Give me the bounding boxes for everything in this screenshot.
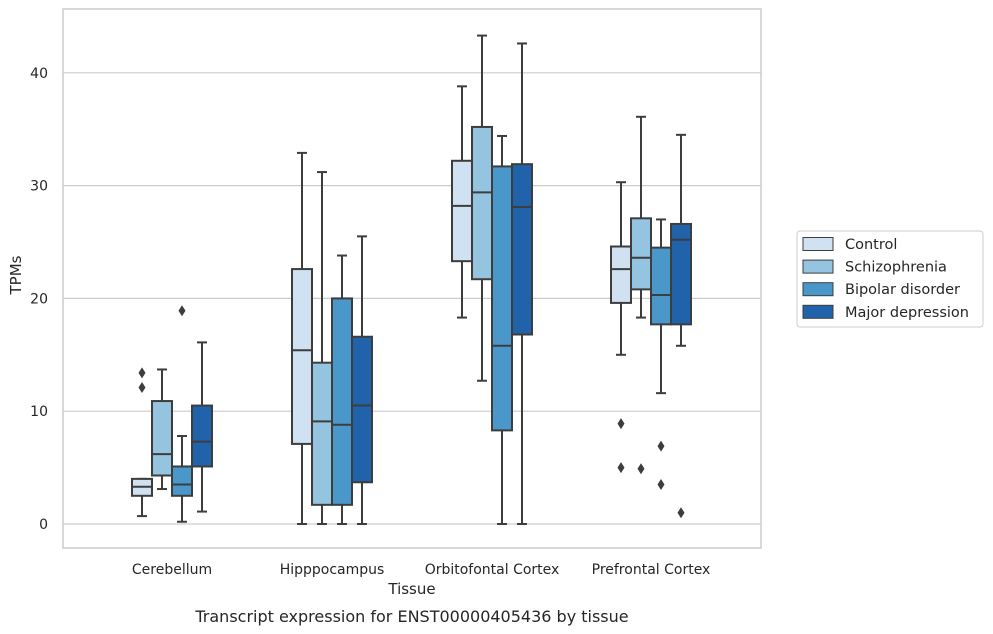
box-iqr <box>630 217 652 291</box>
y-tick-label-10: 10 <box>30 404 48 420</box>
box-iqr <box>191 404 213 468</box>
box-major-depression-4 <box>670 133 692 519</box>
y-tick-label-0: 0 <box>39 517 48 533</box>
legend-label: Major depression <box>845 305 969 321</box>
box-major-depression-1 <box>191 341 213 513</box>
plot-frame <box>62 8 762 549</box>
outlier-point-1 <box>617 462 625 474</box>
legend-label: Control <box>845 237 897 253</box>
box-iqr <box>511 163 533 336</box>
box-iqr <box>491 165 513 432</box>
x-tick-label-2: Hipppocampus <box>280 562 385 578</box>
box-bipolar-disorder-4 <box>650 218 672 491</box>
box-iqr <box>451 159 473 263</box>
box-iqr <box>311 361 333 506</box>
legend-swatch <box>802 282 834 297</box>
box-control-1 <box>131 367 153 518</box>
legend-label: Bipolar disorder <box>845 282 960 298</box>
box-iqr <box>650 246 672 326</box>
x-axis-title: Tissue <box>387 580 435 598</box>
legend-swatch <box>802 304 834 319</box>
box-iqr <box>151 400 173 477</box>
x-tick-label-1: Cerebellum <box>132 562 212 578</box>
box-iqr <box>331 297 353 506</box>
x-tick-label-4: Prefrontal Cortex <box>592 562 711 578</box>
y-axis-title: TPMs <box>7 255 25 295</box>
x-tick-labels: Cerebellum Hipppocampus Orbitofontal Corte… <box>132 562 710 578</box>
x-tick-label-3: Orbitofontal Cortex <box>425 562 560 578</box>
legend-swatch <box>802 237 834 251</box>
box-control-4 <box>610 181 632 474</box>
box-iqr <box>171 465 193 497</box>
y-tick-label-20: 20 <box>30 291 48 307</box>
gridlines <box>63 72 761 525</box>
chart-caption: Transcript expression for ENST0000040543… <box>194 607 628 626</box>
legend-item-bipolar-disorder: Bipolar disorder <box>802 282 960 298</box>
legend-item-control: Control <box>802 237 897 253</box>
box-schizophrenia-2 <box>311 171 333 525</box>
legend: Control Schizophrenia Bipolar disorder Majo… <box>796 230 984 328</box>
y-tick-label-40: 40 <box>30 66 48 82</box>
box-control-3 <box>451 85 473 319</box>
box-bipolar-disorder-3 <box>491 134 513 525</box>
boxes-layer <box>131 34 692 525</box>
box-iqr <box>351 335 373 484</box>
box-iqr <box>670 222 692 326</box>
box-schizophrenia-4 <box>630 115 652 475</box>
box-schizophrenia-1 <box>151 368 173 491</box>
outlier-point-1 <box>677 507 685 519</box>
legend-item-schizophrenia: Schizophrenia <box>802 259 947 276</box>
outlier-point-1 <box>657 479 665 491</box>
box-iqr <box>610 245 632 304</box>
outlier-point-1 <box>138 382 146 394</box>
box-bipolar-disorder-2 <box>331 254 353 525</box>
box-major-depression-2 <box>351 235 373 525</box>
legend-swatch <box>802 259 834 274</box>
outlier-point-2 <box>138 367 146 379</box>
y-tick-labels: 0 10 20 30 40 <box>30 66 48 533</box>
y-tick-label-30: 30 <box>30 179 48 195</box>
box-iqr <box>471 125 493 281</box>
outlier-point-1 <box>637 463 645 475</box>
legend-item-major-depression: Major depression <box>802 304 969 321</box>
outlier-point-2 <box>617 418 625 430</box>
legend-frame <box>796 230 984 328</box>
outlier-point-2 <box>657 440 665 452</box>
box-schizophrenia-3 <box>471 34 493 382</box>
legend-label: Schizophrenia <box>845 260 947 276</box>
box-control-2 <box>291 151 313 525</box>
box-major-depression-3 <box>511 42 533 525</box>
outlier-point-1 <box>178 305 186 317</box>
box-bipolar-disorder-1 <box>171 305 193 523</box>
box-iqr <box>291 268 313 445</box>
